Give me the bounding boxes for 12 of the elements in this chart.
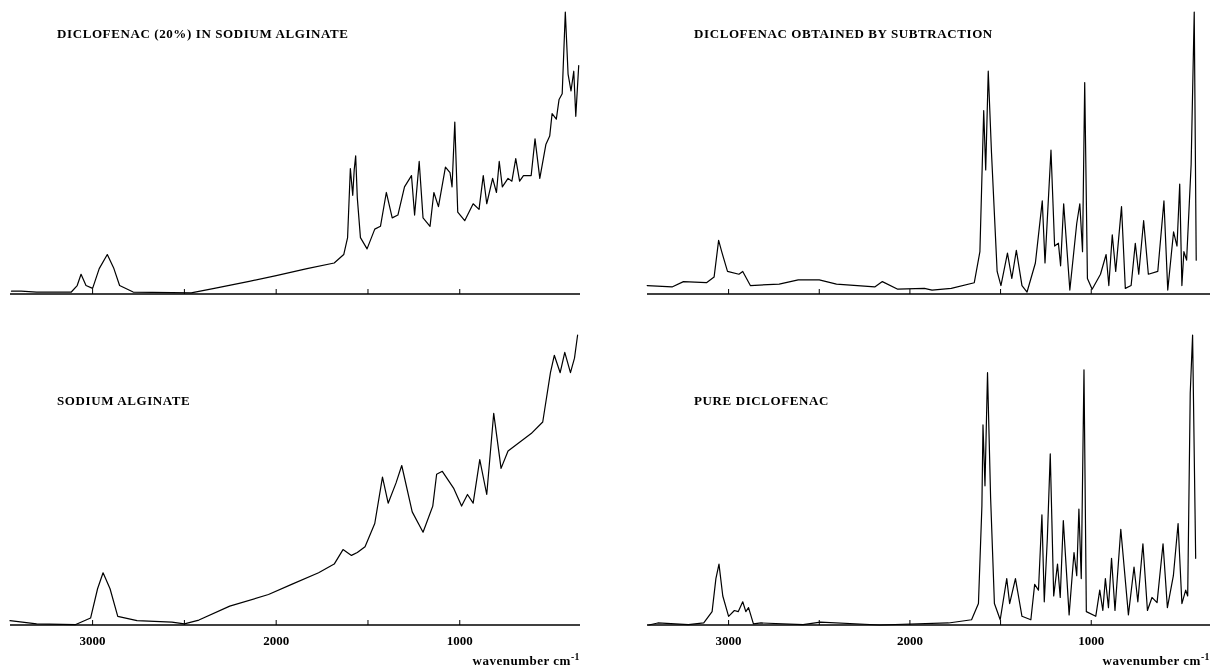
text: PURE DICLOFENAC [694, 393, 830, 408]
x-axis-title: wavenumber cm$^{-1}$ [472, 650, 580, 668]
x-tick-label: 2000 [263, 633, 290, 648]
text: SODIUM ALGINATE [57, 393, 191, 408]
text: DICLOFENAC OBTAINED BY SUBTRACTION [694, 26, 993, 41]
x-tick-label: 1000 [446, 633, 473, 648]
x-tick-label: 3000 [715, 633, 742, 648]
x-tick-label: 2000 [896, 633, 923, 648]
x-axis-title: wavenumber cm$^{-1}$ [1102, 650, 1210, 668]
x-tick-label: 3000 [79, 633, 106, 648]
text: DICLOFENAC (20%) IN SODIUM ALGINATE [57, 26, 349, 41]
x-tick-label: 1000 [1078, 633, 1105, 648]
